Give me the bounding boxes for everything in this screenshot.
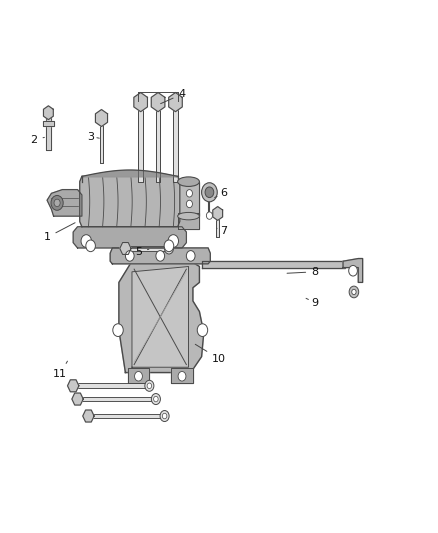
Polygon shape bbox=[201, 261, 345, 268]
Circle shape bbox=[167, 246, 171, 251]
Circle shape bbox=[152, 393, 160, 405]
Text: 8: 8 bbox=[287, 267, 318, 277]
Polygon shape bbox=[47, 190, 82, 216]
Ellipse shape bbox=[178, 213, 199, 220]
Text: 4: 4 bbox=[161, 89, 186, 103]
Text: 11: 11 bbox=[53, 361, 67, 378]
Text: 6: 6 bbox=[215, 188, 227, 198]
Circle shape bbox=[162, 413, 167, 419]
Text: 1: 1 bbox=[44, 223, 75, 243]
Circle shape bbox=[81, 235, 92, 247]
FancyBboxPatch shape bbox=[173, 105, 178, 182]
Polygon shape bbox=[110, 248, 210, 264]
Polygon shape bbox=[178, 182, 199, 216]
Polygon shape bbox=[83, 410, 94, 422]
Text: 2: 2 bbox=[31, 135, 44, 146]
Polygon shape bbox=[67, 380, 79, 392]
FancyBboxPatch shape bbox=[216, 215, 219, 237]
Circle shape bbox=[178, 372, 186, 381]
Polygon shape bbox=[151, 93, 165, 112]
Circle shape bbox=[54, 199, 60, 207]
FancyBboxPatch shape bbox=[75, 383, 149, 388]
Circle shape bbox=[186, 200, 192, 208]
Circle shape bbox=[349, 286, 359, 298]
Circle shape bbox=[86, 240, 95, 252]
FancyBboxPatch shape bbox=[138, 105, 143, 182]
Polygon shape bbox=[120, 243, 131, 254]
FancyBboxPatch shape bbox=[99, 120, 103, 163]
Polygon shape bbox=[169, 93, 182, 112]
Circle shape bbox=[206, 212, 212, 219]
FancyBboxPatch shape bbox=[90, 414, 165, 418]
Text: 7: 7 bbox=[217, 226, 227, 236]
Polygon shape bbox=[343, 259, 363, 282]
Circle shape bbox=[164, 243, 173, 254]
Text: 3: 3 bbox=[87, 132, 99, 142]
Polygon shape bbox=[80, 176, 180, 227]
Circle shape bbox=[349, 265, 357, 276]
Polygon shape bbox=[134, 93, 148, 112]
Circle shape bbox=[154, 397, 158, 402]
FancyBboxPatch shape bbox=[79, 397, 156, 401]
Circle shape bbox=[160, 410, 169, 422]
Text: 5: 5 bbox=[135, 247, 149, 257]
Polygon shape bbox=[46, 115, 50, 150]
Circle shape bbox=[51, 196, 63, 211]
Polygon shape bbox=[178, 214, 199, 229]
Polygon shape bbox=[119, 261, 204, 373]
Circle shape bbox=[134, 372, 142, 381]
Polygon shape bbox=[132, 266, 188, 367]
Circle shape bbox=[186, 251, 195, 261]
FancyBboxPatch shape bbox=[156, 105, 160, 182]
Polygon shape bbox=[171, 368, 193, 383]
Polygon shape bbox=[95, 110, 107, 126]
Circle shape bbox=[197, 324, 208, 336]
Polygon shape bbox=[43, 120, 54, 126]
Circle shape bbox=[205, 187, 214, 198]
Circle shape bbox=[352, 289, 356, 295]
Polygon shape bbox=[72, 393, 83, 405]
FancyBboxPatch shape bbox=[127, 246, 169, 251]
Ellipse shape bbox=[178, 177, 199, 187]
Circle shape bbox=[156, 251, 165, 261]
Circle shape bbox=[145, 380, 154, 391]
Circle shape bbox=[164, 240, 174, 252]
Polygon shape bbox=[213, 207, 223, 220]
Circle shape bbox=[201, 183, 217, 202]
Circle shape bbox=[168, 235, 179, 247]
Polygon shape bbox=[73, 227, 186, 248]
Circle shape bbox=[147, 383, 152, 389]
Text: 10: 10 bbox=[195, 344, 226, 364]
Text: 9: 9 bbox=[306, 297, 318, 308]
Circle shape bbox=[113, 324, 123, 336]
Polygon shape bbox=[127, 368, 149, 383]
Circle shape bbox=[186, 190, 192, 197]
Circle shape bbox=[125, 251, 134, 261]
Polygon shape bbox=[43, 106, 53, 119]
